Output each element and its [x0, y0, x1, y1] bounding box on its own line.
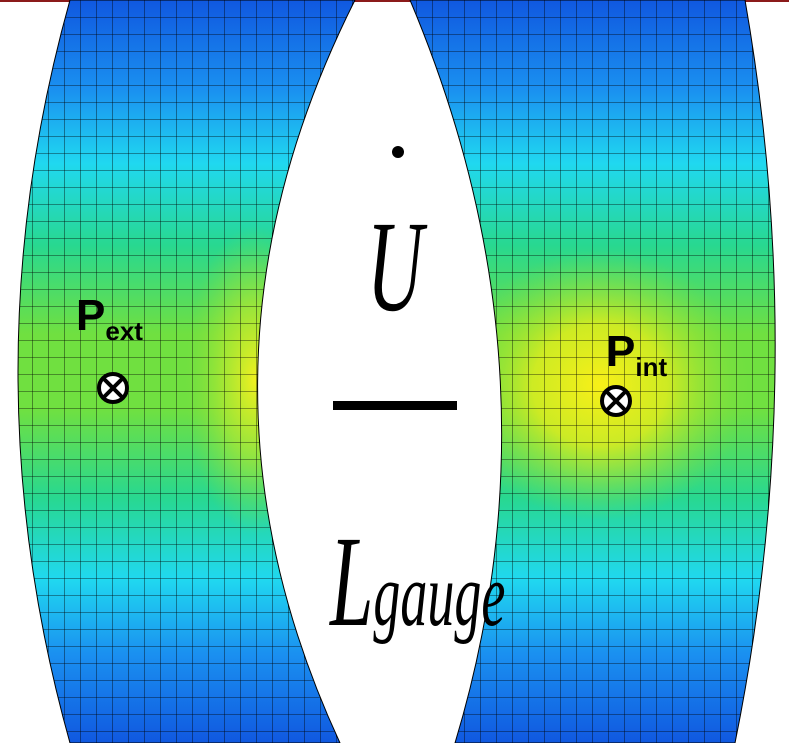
text-part: P — [606, 327, 635, 376]
point-int-marker — [602, 387, 630, 415]
point-ext-marker — [99, 374, 127, 402]
text-part: int — [635, 352, 667, 382]
figure: Pext Pint U Lgauge — [0, 0, 789, 743]
numerator-dot — [392, 146, 404, 158]
text-part: ext — [105, 316, 143, 346]
text-part: P — [76, 291, 105, 340]
denominator: Lgauge — [329, 510, 506, 654]
left-specimen — [18, 0, 355, 743]
fraction-bar — [333, 401, 457, 410]
text-part: gauge — [373, 546, 505, 645]
numerator: U — [367, 195, 428, 339]
text-part: L — [329, 510, 374, 654]
